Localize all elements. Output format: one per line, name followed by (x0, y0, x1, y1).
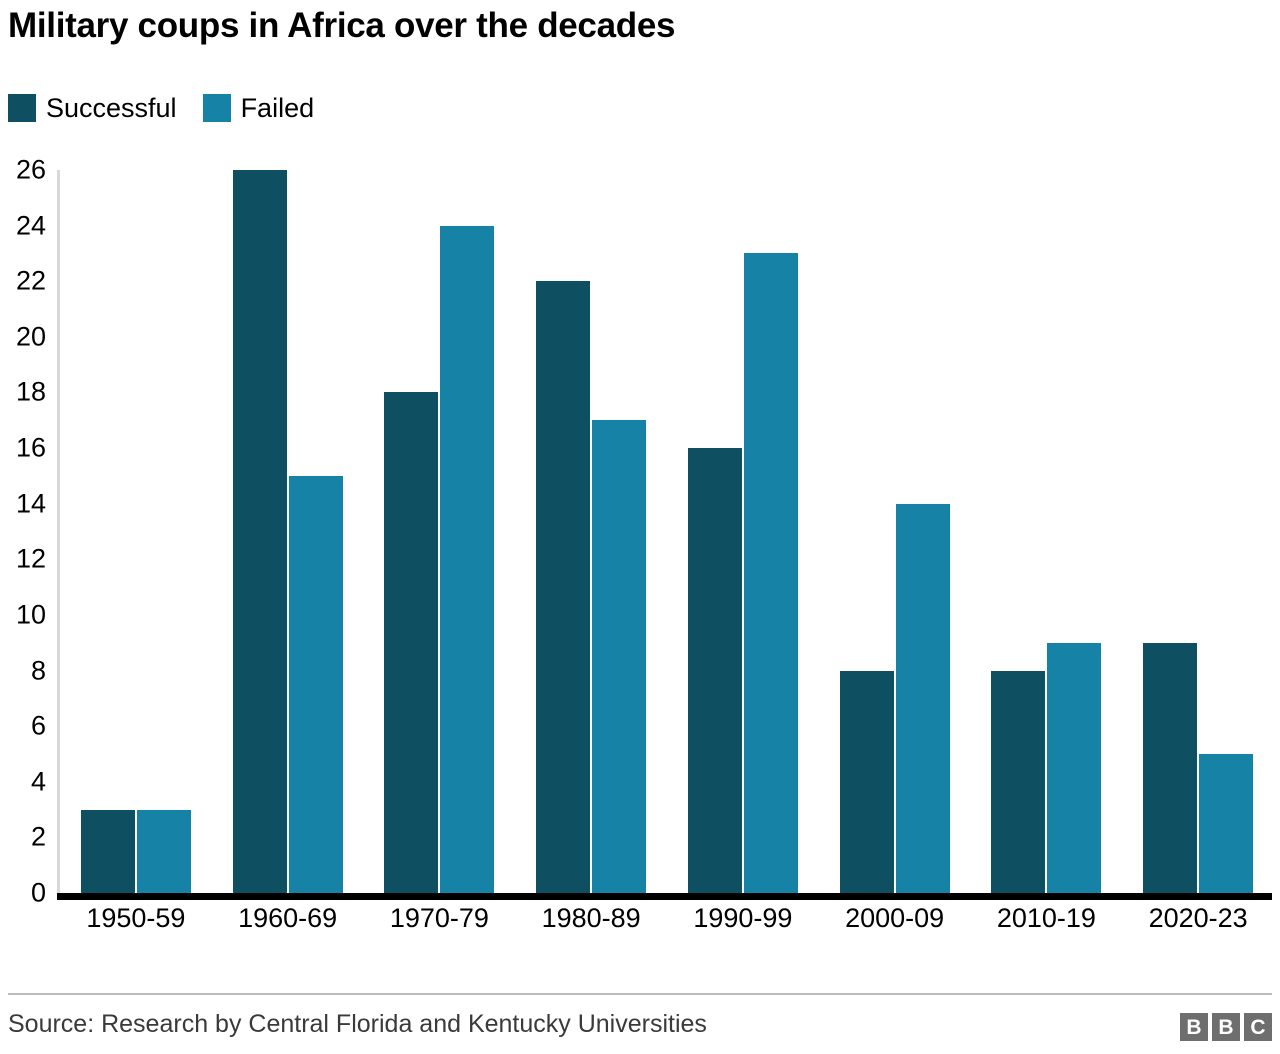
bar-1990-99-failed[interactable] (743, 253, 798, 893)
y-axis-tick-16: 16 (15, 432, 46, 463)
bar-1960-69-successful[interactable] (232, 170, 287, 893)
legend-swatch-icon (8, 94, 36, 122)
x-axis-tick-1980-89: 1980-89 (541, 903, 641, 933)
x-axis-tick-1970-79: 1970-79 (389, 903, 489, 933)
bar-1950-59-successful[interactable] (80, 809, 135, 893)
bar-group-2010-19 (971, 170, 1123, 893)
legend-item-successful[interactable]: Successful (8, 94, 177, 122)
x-axis-line (57, 893, 1272, 900)
bar-2020-23-successful[interactable] (1143, 642, 1198, 893)
bar-2000-09-successful[interactable] (839, 670, 894, 893)
plot-area: 0 2 4 6 8 10 12 14 16 18 20 22 24 26 (0, 154, 1280, 908)
chart-legend: Successful Failed (8, 90, 314, 126)
bar-2000-09-failed[interactable] (895, 503, 950, 893)
x-axis-tick-1950-59: 1950-59 (86, 903, 186, 933)
bars-container (60, 170, 1274, 893)
bar-2010-19-successful[interactable] (991, 670, 1046, 893)
y-axis-tick-18: 18 (15, 376, 46, 407)
y-axis-tick-2: 2 (30, 821, 46, 852)
bar-1970-79-failed[interactable] (440, 225, 495, 893)
bar-group-1980-89 (515, 170, 667, 893)
legend-item-failed[interactable]: Failed (202, 92, 315, 123)
bar-1980-89-failed[interactable] (592, 420, 647, 893)
y-axis-tick-26: 26 (15, 154, 46, 185)
bar-1970-79-successful[interactable] (384, 392, 439, 893)
bar-1990-99-successful[interactable] (687, 448, 742, 893)
legend-swatch-icon (202, 94, 231, 122)
bar-group-1970-79 (364, 170, 516, 893)
y-axis-tick-22: 22 (15, 265, 46, 296)
source-caption: Source: Research by Central Florida and … (8, 1010, 707, 1038)
x-axis-tick-1960-69: 1960-69 (238, 903, 338, 933)
bar-group-1960-69 (212, 170, 364, 893)
y-axis-tick-12: 12 (15, 543, 46, 574)
y-axis-tick-6: 6 (30, 710, 46, 741)
bbc-logo-letter: C (1244, 1013, 1272, 1041)
x-axis-tick-1990-99: 1990-99 (693, 903, 793, 933)
bar-group-1950-59 (60, 170, 212, 893)
bbc-logo-letter: B (1180, 1013, 1208, 1041)
bbc-logo-letter: B (1212, 1013, 1240, 1041)
bar-1960-69-failed[interactable] (288, 475, 343, 893)
y-axis-tick-10: 10 (15, 599, 46, 630)
y-axis-tick-0: 0 (30, 877, 46, 908)
y-axis-tick-8: 8 (30, 655, 46, 686)
bar-group-1990-99 (667, 170, 819, 893)
x-axis-tick-labels: 1950-59 1960-69 1970-79 1980-89 1990-99 2000-… (60, 905, 1274, 951)
legend-item-label: Successful (46, 92, 177, 123)
bar-2020-23-failed[interactable] (1199, 753, 1254, 893)
legend-item-label: Failed (240, 92, 315, 123)
bar-1980-89-successful[interactable] (536, 281, 591, 893)
x-axis-tick-2000-09: 2000-09 (845, 903, 945, 933)
y-axis-tick-4: 4 (30, 766, 46, 797)
footer-divider (8, 993, 1272, 995)
y-axis-tick-20: 20 (15, 321, 46, 352)
page-title: Military coups in Africa over the decade… (8, 6, 676, 45)
bar-group-2000-09 (819, 170, 971, 893)
bar-2010-19-failed[interactable] (1047, 642, 1102, 893)
x-axis-tick-2010-19: 2010-19 (996, 903, 1096, 933)
y-axis-tick-14: 14 (15, 488, 46, 519)
y-axis-line (57, 170, 60, 893)
bar-group-2020-23 (1122, 170, 1274, 893)
y-axis-tick-24: 24 (15, 210, 46, 241)
x-axis-tick-2020-23: 2020-23 (1148, 903, 1248, 933)
y-axis-tick-labels: 0 2 4 6 8 10 12 14 16 18 20 22 24 26 (0, 154, 46, 908)
bar-1950-59-failed[interactable] (136, 809, 191, 893)
